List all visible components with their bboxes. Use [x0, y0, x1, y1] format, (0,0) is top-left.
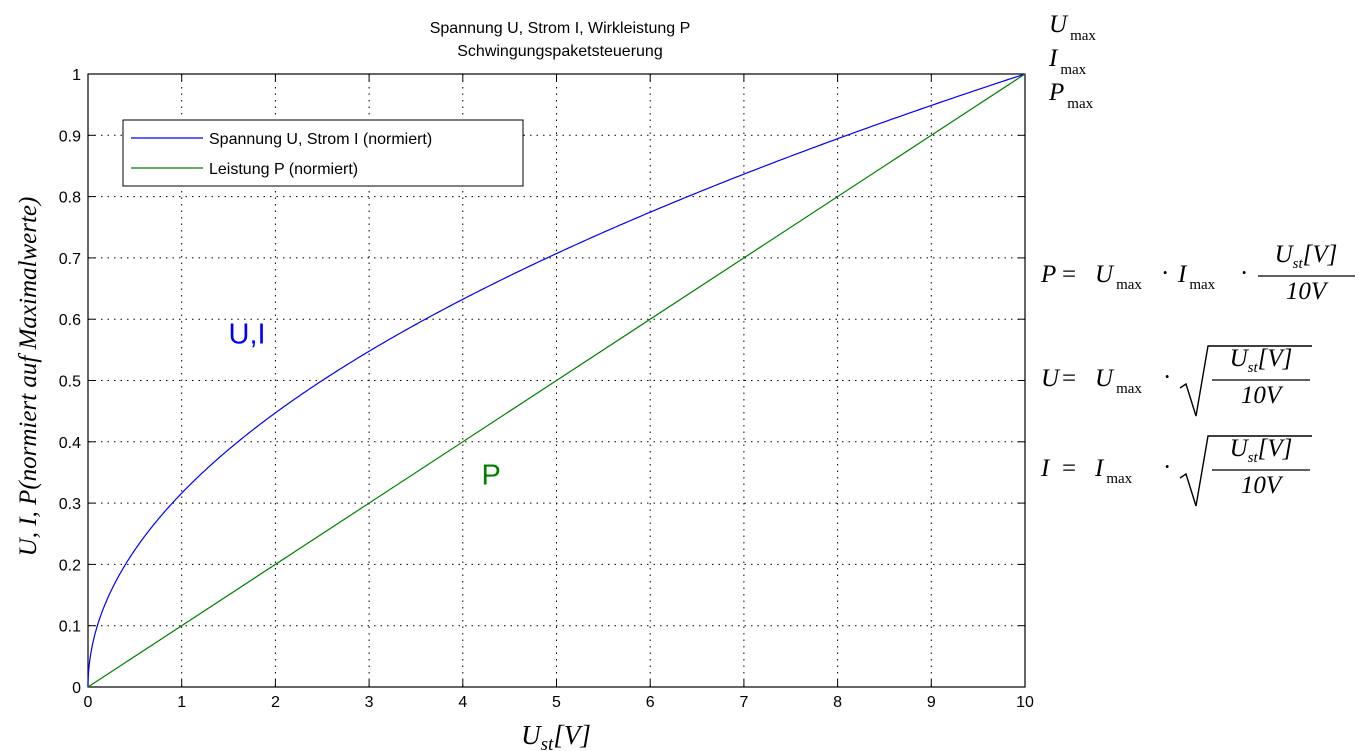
formula-denominator: 10V	[1286, 278, 1329, 305]
formula-dot: ·	[1161, 260, 1169, 287]
y-tick-label: 0.7	[59, 251, 81, 268]
y-tick-label: 0.2	[59, 557, 81, 574]
chart-title-line-1: Spannung U, Strom I, Wirkleistung P	[430, 20, 691, 37]
formula-equals: =	[1062, 365, 1076, 392]
annotations: U,I P	[229, 319, 501, 492]
series-line-voltage-current	[87, 73, 1026, 688]
x-tick-label: 4	[458, 694, 467, 711]
formula-denominator: 10V	[1241, 382, 1284, 409]
x-tick-label: 1	[177, 694, 186, 711]
x-tick-label: 8	[833, 694, 842, 711]
legend: Spannung U, Strom I (normiert) Leistung P…	[122, 119, 524, 187]
legend-box	[122, 119, 524, 187]
curve-annotation: P	[482, 460, 501, 492]
y-tick-label: 0.1	[59, 619, 81, 636]
x-tick-label: 7	[739, 694, 748, 711]
y-tick-label: 1	[72, 67, 81, 84]
formula-numerator: Ust[V]	[1275, 241, 1338, 272]
formula-dot: ·	[1163, 454, 1171, 481]
y-tick-label: 0.4	[59, 435, 81, 452]
y-tick-label: 0.3	[59, 496, 81, 513]
legend-entry-label: Spannung U, Strom I (normiert)	[209, 131, 432, 148]
y-tick-label: 0.8	[59, 190, 81, 207]
formula-lhs: I	[1040, 455, 1051, 482]
formula-dot: ·	[1240, 260, 1248, 287]
x-tick-label: 0	[84, 694, 93, 711]
tick-labels: 0 1 2 3 4 5 6 7 8 9 10 0 0.1 0.2 0.3 0.4 0.5 0.6 0.7 0.8 0.9…	[59, 67, 1034, 711]
x-tick-label: 9	[927, 694, 936, 711]
formula-lhs: U	[1041, 365, 1061, 392]
x-tick-label: 5	[552, 694, 561, 711]
y-tick-label: 0.5	[59, 374, 81, 391]
sqrt-sign	[1179, 435, 1312, 507]
x-tick-label: 3	[365, 694, 374, 711]
sqrt-sign	[1179, 345, 1312, 417]
formula-numerator: Ust[V]	[1230, 345, 1293, 376]
formula-numerator: Ust[V]	[1230, 435, 1293, 466]
x-axis-label: Ust[V]	[521, 720, 591, 751]
y-axis-label-text: U, I, P(normiert auf Maximalwerte)	[15, 197, 42, 557]
formula-dot: ·	[1163, 364, 1171, 391]
chart-title-line-2: Schwingungspaketsteuerung	[457, 43, 662, 60]
y-tick-label: 0	[72, 680, 81, 697]
formula-equals: =	[1062, 455, 1076, 482]
curve-annotation: U,I	[229, 319, 266, 351]
legend-entry-label: Leistung P (normiert)	[209, 161, 358, 178]
formula-lhs: P	[1040, 261, 1056, 288]
x-axis-label-text: Ust[V]	[521, 720, 591, 751]
series-layer	[87, 73, 1026, 688]
y-tick-label: 0.9	[59, 128, 81, 145]
x-tick-label: 2	[271, 694, 280, 711]
formula-denominator: 10V	[1241, 472, 1284, 499]
formula-equals: =	[1062, 261, 1076, 288]
x-tick-label: 6	[646, 694, 655, 711]
series-line-power	[87, 73, 1026, 688]
y-tick-label: 0.6	[59, 312, 81, 329]
y-axis-label: U, I, P(normiert auf Maximalwerte)	[15, 197, 42, 557]
x-tick-label: 10	[1016, 694, 1034, 711]
